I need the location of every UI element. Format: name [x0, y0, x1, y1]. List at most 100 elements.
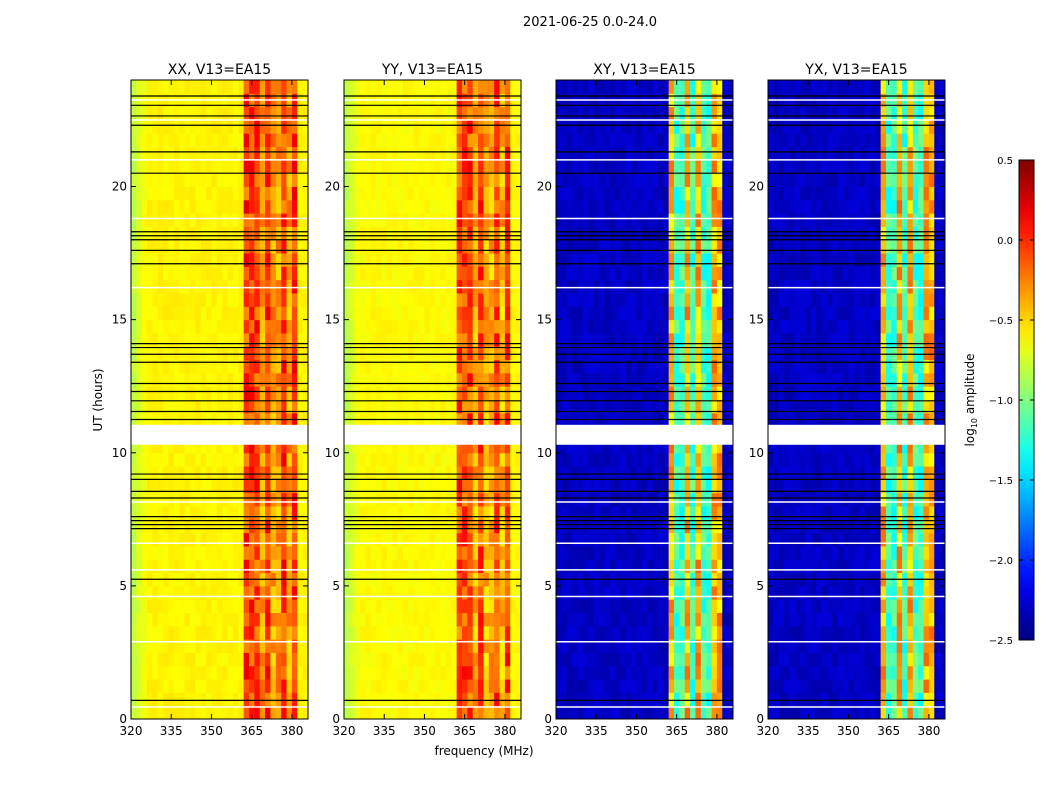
heatmap-cell — [429, 279, 436, 294]
heatmap-cell — [499, 492, 506, 507]
heatmap-cell — [270, 559, 277, 574]
heatmap-cell — [152, 199, 159, 214]
heatmap-cell — [706, 146, 713, 161]
heatmap-cell — [668, 492, 675, 507]
heatmap-cell — [515, 226, 522, 241]
heatmap-cell — [515, 705, 522, 720]
heatmap-cell — [478, 652, 484, 667]
heatmap-cell — [668, 506, 675, 520]
heatmap-cell — [141, 439, 148, 454]
heatmap-cell — [561, 466, 568, 480]
heatmap-cell — [620, 80, 627, 94]
heatmap-cell — [566, 213, 573, 227]
heatmap-cell — [429, 466, 436, 480]
heatmap-cell — [429, 439, 436, 454]
heatmap-cell — [674, 585, 680, 600]
heatmap-cell — [152, 119, 159, 134]
heatmap-cell — [604, 306, 611, 321]
heatmap-cell — [370, 253, 377, 267]
heatmap-cell — [478, 119, 484, 134]
heatmap-cell — [429, 306, 436, 321]
heatmap-cell — [227, 386, 234, 400]
heatmap-cell — [163, 532, 170, 547]
heatmap-cell — [657, 119, 664, 134]
heatmap-cell — [668, 439, 675, 454]
heatmap-cell — [216, 253, 223, 267]
heatmap-cell — [472, 146, 479, 161]
heatmap-cell — [349, 293, 356, 307]
heatmap-cell — [483, 585, 490, 600]
heatmap-cell — [657, 559, 664, 574]
heatmap-cell — [609, 133, 616, 148]
heatmap-cell — [598, 679, 605, 693]
heatmap-cell — [302, 599, 309, 613]
heatmap-cell — [620, 559, 627, 574]
heatmap-cell — [456, 439, 463, 454]
heatmap-cell — [386, 545, 393, 560]
heatmap-cell — [593, 319, 600, 334]
heatmap-cell — [190, 399, 196, 414]
heatmap-cell — [641, 479, 648, 494]
heatmap-cell — [631, 679, 637, 693]
heatmap-cell — [152, 226, 159, 241]
heatmap-cell — [684, 585, 691, 600]
heatmap-cell — [222, 492, 229, 507]
heatmap-cell — [494, 146, 501, 161]
heatmap-cell — [647, 159, 654, 174]
heatmap-cell — [652, 133, 659, 148]
heatmap-cell — [344, 679, 350, 693]
heatmap-cell — [222, 612, 229, 627]
heatmap-cell — [403, 625, 409, 640]
heatmap-cell — [184, 612, 191, 627]
heatmap-cell — [179, 133, 186, 148]
heatmap-cell — [349, 133, 356, 148]
heatmap-cell — [141, 173, 148, 187]
heatmap-cell — [386, 532, 393, 547]
heatmap-cell — [381, 692, 388, 707]
heatmap-cell — [222, 452, 229, 467]
heatmap-cell — [625, 679, 632, 693]
heatmap-cell — [488, 506, 495, 520]
heatmap-cell — [281, 359, 288, 374]
heatmap-cell — [297, 652, 304, 667]
heatmap-cell — [510, 532, 517, 547]
heatmap-cell — [510, 692, 517, 707]
heatmap-cell — [582, 399, 589, 414]
heatmap-cell — [163, 639, 170, 653]
heatmap-cell — [652, 119, 659, 134]
heatmap-cell — [227, 306, 234, 321]
heatmap-cell — [483, 545, 490, 560]
heatmap-cell — [429, 519, 436, 534]
heatmap-cell — [566, 159, 573, 174]
heatmap-cell — [711, 439, 718, 454]
heatmap-cell — [609, 279, 616, 294]
heatmap-cell — [641, 399, 648, 414]
heatmap-cell — [354, 492, 361, 507]
heatmap-cell — [206, 585, 212, 600]
heatmap-cell — [168, 266, 175, 281]
heatmap-cell — [206, 239, 212, 254]
heatmap-cell — [451, 625, 458, 640]
heatmap-cell — [168, 399, 175, 414]
heatmap-cell — [429, 545, 436, 560]
heatmap-cell — [711, 532, 718, 547]
heatmap-cell — [392, 599, 399, 613]
heatmap-cell — [467, 399, 474, 414]
heatmap-cell — [609, 466, 616, 480]
heatmap-cell — [663, 705, 670, 720]
heatmap-cell — [397, 386, 404, 400]
heatmap-cell — [297, 559, 304, 574]
heatmap-cell — [556, 665, 562, 680]
heatmap-cell — [440, 293, 447, 307]
heatmap-cell — [478, 399, 484, 414]
heatmap-cell — [179, 266, 186, 281]
heatmap-cell — [131, 159, 137, 174]
heatmap-cell — [424, 386, 431, 400]
heatmap-cell — [515, 106, 522, 121]
heatmap-cell — [354, 612, 361, 627]
heatmap-cell — [147, 253, 153, 267]
heatmap-cell — [668, 466, 675, 480]
heatmap-cell — [588, 106, 595, 121]
heatmap-cell — [515, 545, 522, 560]
heatmap-cell — [456, 253, 463, 267]
